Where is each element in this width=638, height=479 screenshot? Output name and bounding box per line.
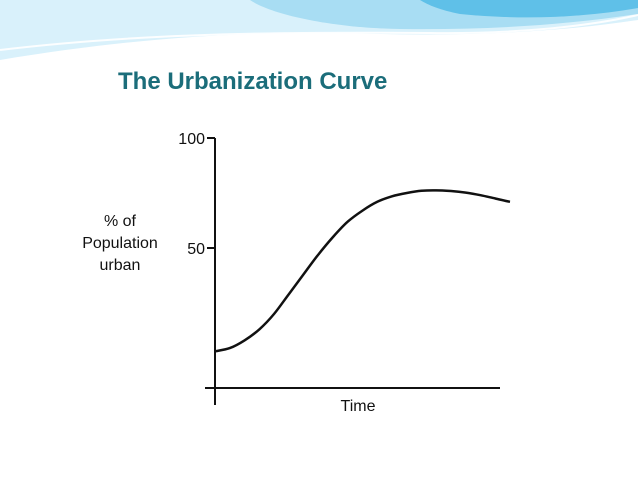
y-axis-label-line-1: % of xyxy=(104,213,137,230)
y-tick-label-50: 50 xyxy=(187,241,205,258)
y-ticks: 100 50 xyxy=(178,131,215,258)
x-axis-label: Time xyxy=(341,398,376,415)
wave-highlight-line xyxy=(0,14,638,51)
y-axis-label-line-2: Population xyxy=(82,235,158,252)
wave-band-dark xyxy=(420,0,638,18)
y-axis-label: % of Population urban xyxy=(82,213,158,274)
slide-title: The Urbanization Curve xyxy=(118,68,388,95)
header-wave-decoration xyxy=(0,0,638,70)
y-axis-label-line-3: urban xyxy=(100,257,141,274)
y-tick-label-100: 100 xyxy=(178,131,205,148)
series-line-urban-population xyxy=(214,189,511,353)
